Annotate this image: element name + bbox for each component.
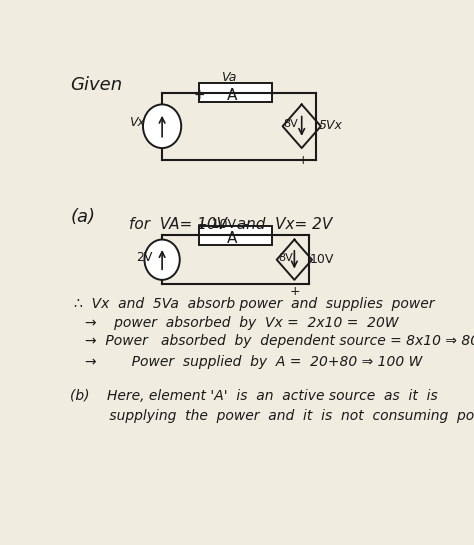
Bar <box>199 83 272 102</box>
Text: Vx: Vx <box>129 116 145 129</box>
Circle shape <box>143 105 181 148</box>
Text: ∴  Vx  and  5Va  absorb power  and  supplies  power: ∴ Vx and 5Va absorb power and supplies p… <box>74 297 435 311</box>
Text: 8V: 8V <box>283 119 298 129</box>
Text: (b)    Here, element 'A'  is  an  active source  as  it  is: (b) Here, element 'A' is an active sourc… <box>70 389 438 403</box>
Text: for  VA= 10V  and  Vx= 2V: for VA= 10V and Vx= 2V <box>129 217 332 232</box>
Text: + 10V  -: + 10V - <box>197 218 248 231</box>
Text: 8V: 8V <box>278 253 293 263</box>
Circle shape <box>145 240 180 280</box>
Text: Va: Va <box>221 71 236 84</box>
Text: →    power  absorbed  by  Vx =  2x10 =  20W: → power absorbed by Vx = 2x10 = 20W <box>85 316 399 330</box>
Text: +: + <box>289 285 300 298</box>
Text: 5Vx: 5Vx <box>319 119 343 132</box>
Text: A: A <box>227 231 237 246</box>
Text: +: + <box>194 88 205 101</box>
Text: 10V: 10V <box>310 253 335 267</box>
Text: Given: Given <box>70 76 122 94</box>
Text: →  Power   absorbed  by  dependent source = 8x10 ⇒ 80W: → Power absorbed by dependent source = 8… <box>85 334 474 348</box>
Bar <box>199 226 272 245</box>
Text: A: A <box>227 88 237 102</box>
Text: +: + <box>297 154 308 167</box>
Text: supplying  the  power  and  it  is  not  consuming  power: supplying the power and it is not consum… <box>70 409 474 423</box>
Text: 2V: 2V <box>137 251 153 264</box>
Text: →        Power  supplied  by  A =  20+80 ⇒ 100 W: → Power supplied by A = 20+80 ⇒ 100 W <box>85 355 422 369</box>
Text: -: - <box>269 88 274 101</box>
Text: (a): (a) <box>70 208 95 226</box>
